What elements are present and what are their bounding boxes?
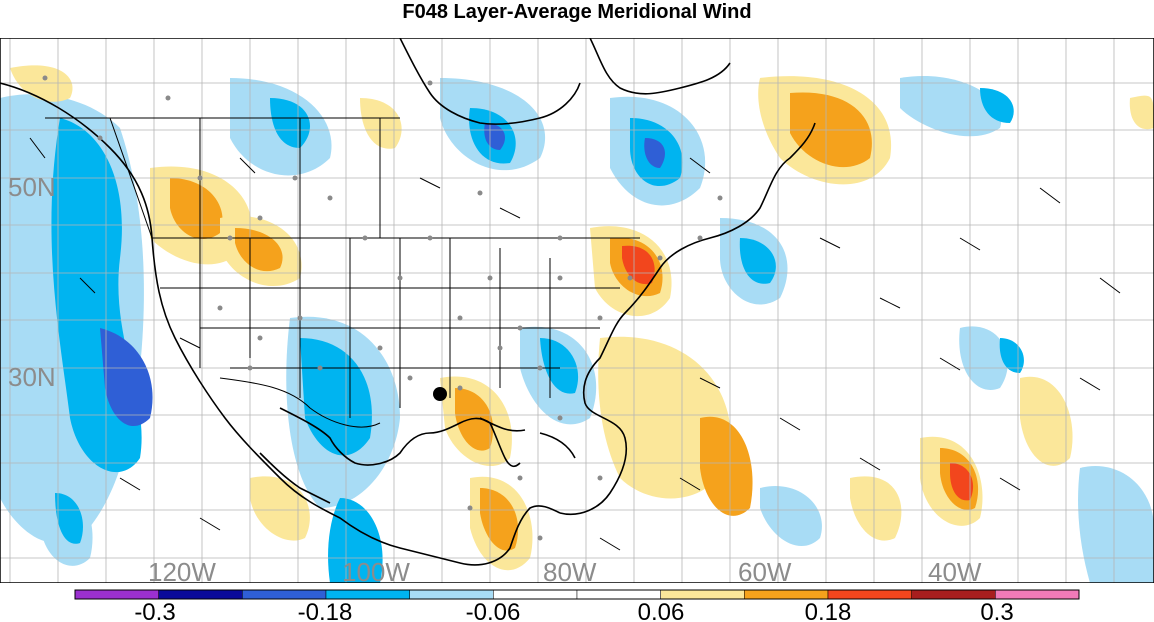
highlight-point-marker bbox=[433, 387, 447, 401]
colorbar-label-0-18: 0.18 bbox=[805, 599, 852, 622]
lon-label-60w: 60W bbox=[738, 557, 792, 583]
colorbar-swatch bbox=[409, 589, 494, 600]
colorbar-swatch bbox=[325, 589, 410, 600]
lon-label-40w: 40W bbox=[928, 557, 982, 583]
wind-barbs bbox=[29, 137, 1121, 551]
colorbar-label-neg-0-06: -0.06 bbox=[466, 599, 521, 622]
colorbar-frame bbox=[74, 589, 1080, 600]
colorbar: -0.3 -0.18 -0.06 0.06 0.18 0.3 bbox=[74, 589, 1080, 622]
colorbar-label-0-06: 0.06 bbox=[638, 599, 685, 622]
colorbar-swatch bbox=[744, 589, 829, 600]
colorbar-swatch bbox=[493, 589, 578, 600]
colorbar-swatch bbox=[74, 589, 159, 600]
coastlines bbox=[0, 38, 816, 566]
colorbar-label-0-3: 0.3 bbox=[980, 599, 1013, 622]
colorbar-swatch bbox=[158, 589, 243, 600]
wind-shading bbox=[0, 65, 1154, 583]
latlon-grid bbox=[0, 38, 1154, 583]
map-panel: 50N 30N 120W 100W 80W 60W 40W bbox=[0, 38, 1154, 583]
colorbar-swatch bbox=[242, 589, 327, 600]
colorbar-swatches bbox=[74, 589, 1080, 600]
colorbar-label-neg-0-3: -0.3 bbox=[134, 599, 175, 622]
lon-label-100w: 100W bbox=[342, 557, 410, 583]
colorbar-swatch bbox=[911, 589, 996, 600]
lat-label-50n: 50N bbox=[8, 172, 56, 202]
lon-label-120w: 120W bbox=[148, 557, 216, 583]
colorbar-label-neg-0-18: -0.18 bbox=[298, 599, 353, 622]
colorbar-swatch bbox=[660, 589, 745, 600]
colorbar-swatch bbox=[995, 589, 1080, 600]
colorbar-swatch bbox=[827, 589, 912, 600]
lat-label-30n: 30N bbox=[8, 362, 56, 392]
lon-label-80w: 80W bbox=[543, 557, 597, 583]
plot-title: F048 Layer-Average Meridional Wind bbox=[402, 1, 752, 23]
colorbar-swatch bbox=[576, 589, 661, 600]
station-markers bbox=[42, 75, 723, 541]
